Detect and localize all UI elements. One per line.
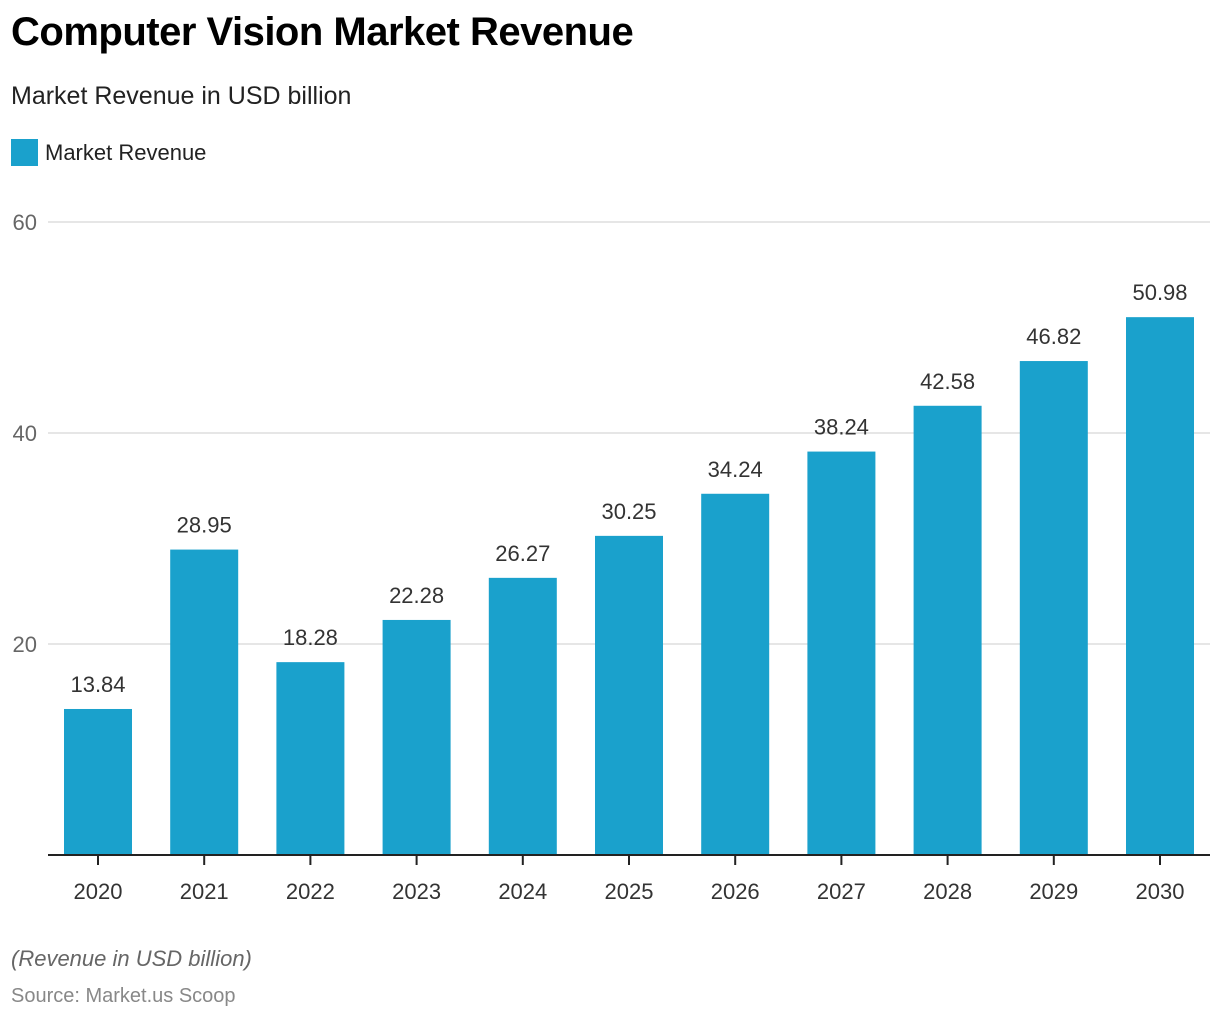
- bar: [701, 493, 770, 855]
- chart-subtitle: Market Revenue in USD billion: [11, 82, 352, 110]
- bar: [64, 708, 132, 855]
- y-tick-label: 60: [13, 210, 37, 235]
- x-tick-label: 2020: [74, 879, 123, 904]
- y-tick-label: 40: [13, 421, 37, 446]
- x-tick-label: 2030: [1136, 879, 1185, 904]
- x-tick-label: 2023: [392, 879, 441, 904]
- y-tick-label: 20: [13, 632, 37, 657]
- bar: [1126, 317, 1194, 855]
- bar: [1019, 361, 1088, 855]
- x-tick-label: 2024: [498, 879, 547, 904]
- data-label: 22.28: [389, 583, 444, 608]
- data-label: 50.98: [1132, 280, 1187, 305]
- bar: [595, 535, 663, 855]
- x-tick-label: 2029: [1029, 879, 1078, 904]
- data-labels: 13.84 28.95 18.28 22.28 26.27 30.25 34.24 38.24…: [70, 280, 1187, 697]
- chart-note: (Revenue in USD billion): [11, 946, 252, 971]
- x-tick-label: 2025: [605, 879, 654, 904]
- x-tick-label: 2022: [286, 879, 335, 904]
- data-label: 28.95: [177, 513, 232, 538]
- x-tick-label: 2021: [180, 879, 229, 904]
- bar: [276, 662, 345, 855]
- x-tick-label: 2026: [711, 879, 760, 904]
- chart-source: Source: Market.us Scoop: [11, 985, 236, 1007]
- bar: [170, 549, 239, 855]
- data-label: 13.84: [70, 672, 125, 697]
- data-label: 18.28: [283, 625, 338, 650]
- data-label: 46.82: [1026, 324, 1081, 349]
- bar: [488, 577, 557, 855]
- data-label: 38.24: [814, 415, 869, 440]
- data-label: 34.24: [708, 457, 763, 482]
- bar: [807, 451, 876, 855]
- x-axis: 2020 2021 2022 2023 2024 2025 2026 2027 2028 2029…: [48, 854, 1210, 904]
- bar: [382, 619, 451, 855]
- data-label: 26.27: [495, 541, 550, 566]
- legend-label: Market Revenue: [45, 139, 207, 165]
- chart-title: Computer Vision Market Revenue: [11, 10, 634, 54]
- data-label: 42.58: [920, 369, 975, 394]
- x-tick-label: 2028: [923, 879, 972, 904]
- bar: [913, 405, 982, 855]
- legend-swatch: [11, 139, 38, 166]
- legend: Market Revenue: [11, 139, 206, 166]
- bars: [64, 317, 1194, 855]
- data-label: 30.25: [601, 499, 656, 524]
- x-tick-label: 2027: [817, 879, 866, 904]
